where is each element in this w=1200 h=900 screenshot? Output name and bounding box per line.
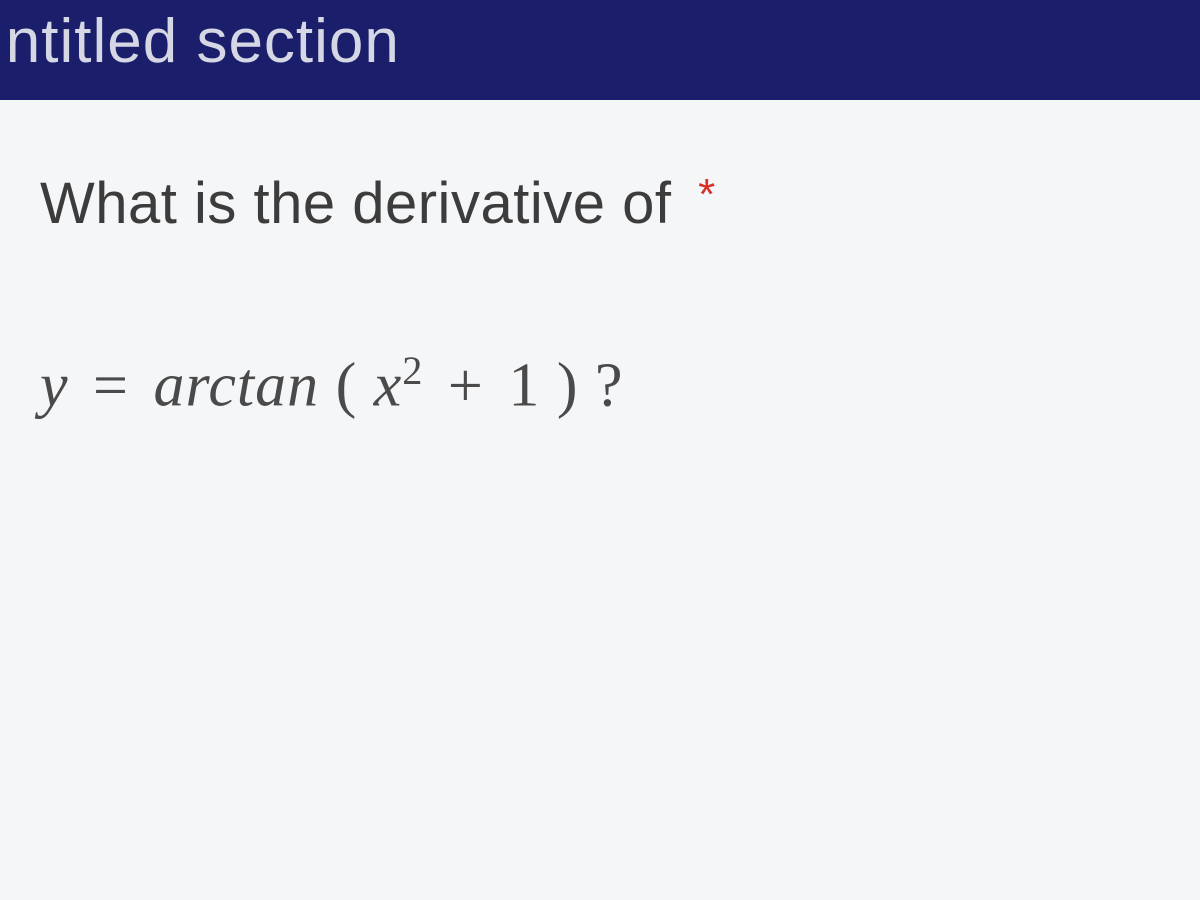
section-title: Untitled section [0,6,400,77]
formula-const: 1 [508,352,540,420]
formula-qmark: ? [595,352,624,420]
formula-arg-exp: 2 [402,348,423,393]
formula-lhs: y [40,352,69,420]
formula: y = arctan ( x2 + 1 ) ? [40,347,1160,422]
formula-arg-var: x [374,352,403,420]
formula-plus: + [448,352,484,420]
formula-open-paren: ( [336,352,358,420]
formula-equals: = [93,352,129,420]
formula-close-paren: ) [557,352,579,420]
formula-func: arctan [154,352,320,420]
question-text-line: What is the derivative of * [40,170,1160,237]
required-asterisk: * [698,170,716,219]
question-card: What is the derivative of * y = arctan (… [0,100,1200,900]
question-text: What is the derivative of [40,171,671,236]
section-header: Untitled section [0,0,1200,100]
